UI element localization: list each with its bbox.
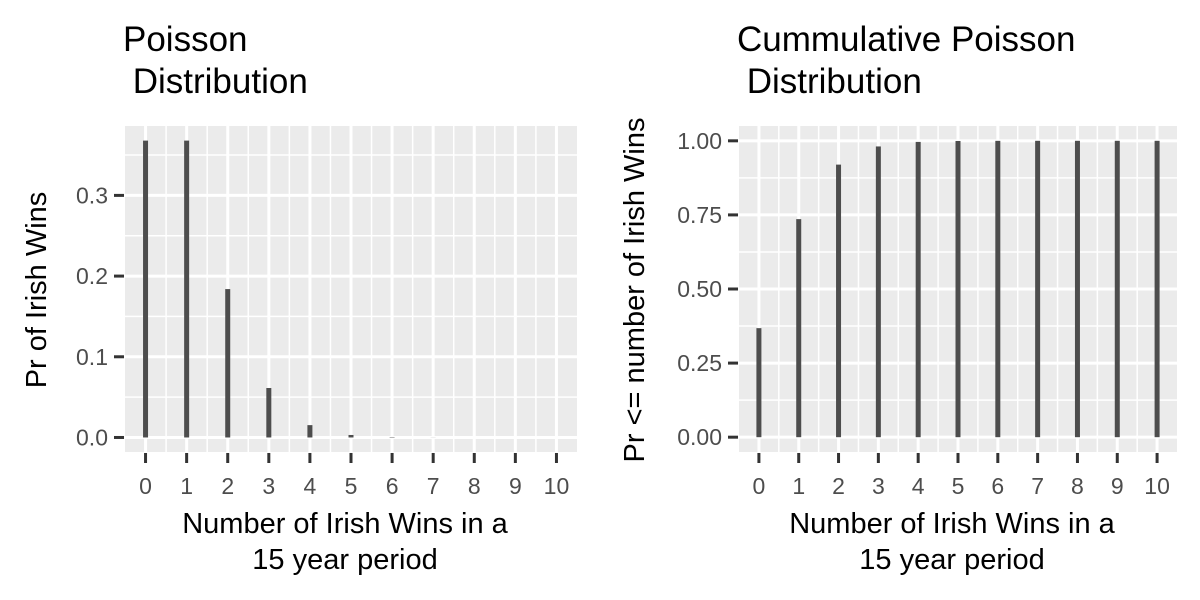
x-axis-title-line-1: Number of Irish Wins in a	[182, 508, 508, 540]
x-tick-label: 2	[221, 473, 234, 499]
x-tick-label: 3	[262, 473, 275, 499]
y-tick-label: 0.25	[677, 350, 722, 376]
x-tick-label: 9	[509, 473, 522, 499]
x-tick-label: 2	[832, 473, 845, 499]
y-axis-title: Pr <= number of Irish Wins	[619, 118, 651, 463]
chart-title-line-2: Distribution	[737, 62, 922, 101]
y-tick-label: 0.50	[677, 276, 722, 302]
bar-4	[307, 425, 313, 438]
x-axis: 0 1 2 3 4 5 6 7 8 9 10	[753, 453, 1170, 499]
bar-10	[1154, 140, 1160, 438]
bar-2	[225, 289, 231, 438]
bar-5	[348, 434, 354, 438]
y-axis: 0.00 0.25 0.50 0.75 1.00	[677, 128, 738, 450]
x-tick-label: 4	[304, 473, 317, 499]
y-tick-label: 0.2	[76, 263, 108, 289]
chart-title-line-2: Distribution	[123, 62, 308, 101]
bar-8	[1074, 140, 1080, 438]
bar-2	[836, 164, 842, 438]
x-tick-label: 10	[544, 473, 570, 499]
x-tick-label: 4	[912, 473, 925, 499]
y-tick-label: 0.1	[76, 344, 108, 370]
x-tick-label: 1	[792, 473, 805, 499]
x-tick-label: 0	[139, 473, 152, 499]
bar-1	[184, 140, 190, 438]
x-axis-title-line-2: 15 year period	[859, 544, 1044, 576]
bar-3	[875, 146, 881, 438]
bar-9	[1114, 140, 1120, 438]
x-tick-label: 3	[872, 473, 885, 499]
x-tick-label: 8	[1071, 473, 1084, 499]
y-tick-label: 0.3	[76, 182, 108, 208]
x-tick-label: 7	[427, 473, 440, 499]
cumulative-poisson-chart: Cummulative Poisson Distribution 0.00 0.2…	[619, 20, 1177, 576]
x-tick-label: 6	[386, 473, 399, 499]
x-axis-title-line-2: 15 year period	[252, 544, 437, 576]
x-tick-label: 5	[345, 473, 358, 499]
x-tick-label: 6	[991, 473, 1004, 499]
chart-title-line-1: Poisson	[123, 20, 248, 59]
bar-3	[266, 388, 272, 438]
bar-0	[143, 140, 149, 438]
y-tick-label: 0.75	[677, 202, 722, 228]
y-axis-title: Pr of Irish Wins	[21, 192, 53, 389]
x-tick-label: 7	[1031, 473, 1044, 499]
bar-5	[955, 140, 961, 438]
bar-7	[1035, 140, 1041, 438]
x-tick-label: 1	[180, 473, 193, 499]
bar-1	[796, 219, 802, 438]
bars	[756, 140, 1160, 438]
y-axis: 0.0 0.1 0.2 0.3	[76, 182, 124, 450]
x-tick-label: 8	[468, 473, 481, 499]
y-tick-label: 0.00	[677, 424, 722, 450]
x-tick-label: 10	[1144, 473, 1170, 499]
y-tick-label: 0.0	[76, 424, 108, 450]
x-tick-label: 5	[952, 473, 965, 499]
bar-6	[995, 140, 1001, 438]
x-tick-label: 0	[753, 473, 766, 499]
bar-0	[756, 328, 762, 438]
chart-title-line-1: Cummulative Poisson	[737, 20, 1075, 59]
x-axis: 0 1 2 3 4 5 6 7 8 9 10	[139, 453, 569, 499]
y-tick-label: 1.00	[677, 128, 722, 154]
poisson-chart: Poisson Distribution 0.0 0.1 0.2 0.3 0 1 2 3 4 5…	[21, 20, 577, 576]
bars	[143, 140, 436, 438]
x-axis-title-line-1: Number of Irish Wins in a	[789, 508, 1115, 540]
bar-4	[915, 141, 921, 438]
x-tick-label: 9	[1111, 473, 1124, 499]
